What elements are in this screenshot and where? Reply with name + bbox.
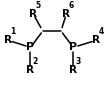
Text: R: R xyxy=(62,9,70,19)
Text: R: R xyxy=(69,65,77,75)
Text: 4: 4 xyxy=(98,27,104,36)
Text: 3: 3 xyxy=(75,57,81,66)
Text: R: R xyxy=(29,9,37,19)
Text: 2: 2 xyxy=(33,57,38,66)
Text: 5: 5 xyxy=(35,1,41,10)
Text: R: R xyxy=(92,35,100,45)
Text: R: R xyxy=(4,35,12,45)
Text: 1: 1 xyxy=(10,27,16,36)
Text: R: R xyxy=(27,65,34,75)
Text: P: P xyxy=(69,42,77,52)
Text: P: P xyxy=(26,42,35,52)
Text: 6: 6 xyxy=(68,1,74,10)
